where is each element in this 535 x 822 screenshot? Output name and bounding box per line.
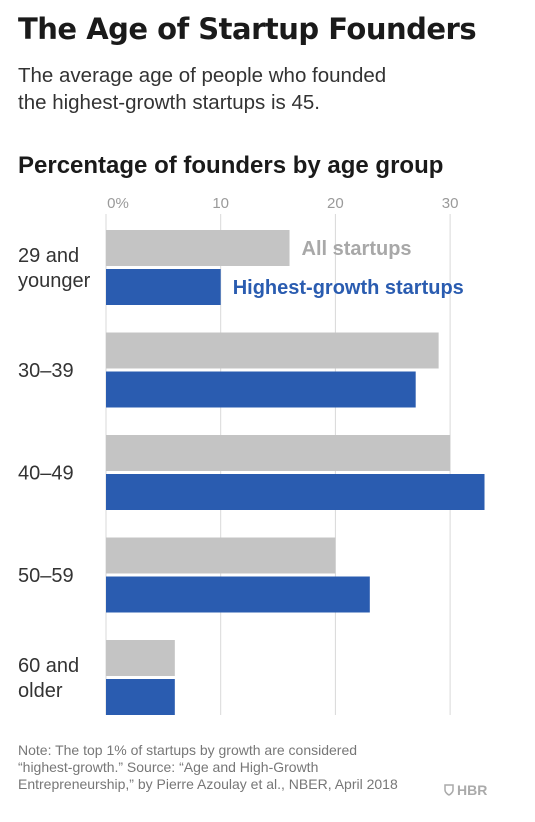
- category-label: 50–59: [18, 565, 74, 587]
- bar-all-startups: [106, 640, 175, 676]
- legend-highest-growth: Highest-growth startups: [233, 277, 464, 299]
- x-tick-label: 30: [442, 195, 459, 212]
- bar-all-startups: [106, 332, 439, 369]
- bar-chart: 0% 10 20 30 29 and younger 30–39 40–49 50–59 60 a…: [18, 195, 485, 715]
- category-label: 40–49: [18, 463, 74, 485]
- bar-highest-growth: [106, 679, 175, 715]
- category-label: older: [18, 680, 63, 702]
- category-label: 60 and: [18, 655, 79, 677]
- footnote-line-3: Entrepreneurship,” by Pierre Azoulay et …: [18, 776, 398, 792]
- x-tick-label: 10: [212, 195, 229, 212]
- hbr-logo: HBR: [444, 782, 487, 798]
- footnote-line-1: Note: The top 1% of startups by growth a…: [18, 742, 358, 758]
- bar-all-startups: [106, 435, 451, 471]
- bar-highest-growth: [106, 269, 221, 305]
- subtitle-line-1: The average age of people who founded: [18, 64, 387, 87]
- hbr-shield-icon: [444, 784, 454, 796]
- category-label: 29 and: [18, 245, 79, 267]
- subtitle-line-2: the highest-growth startups is 45.: [18, 91, 320, 114]
- page-subtitle: The average age of people who founded th…: [18, 62, 438, 116]
- footnote: Note: The top 1% of startups by growth a…: [18, 742, 438, 793]
- page-title: The Age of Startup Founders: [18, 12, 477, 46]
- x-tick-label: 20: [327, 195, 344, 212]
- hbr-logo-text: HBR: [457, 782, 488, 798]
- category-label: younger: [18, 270, 91, 292]
- bar-highest-growth: [106, 371, 416, 408]
- bar-highest-growth: [106, 576, 370, 613]
- footnote-line-2: “highest-growth.” Source: “Age and High-…: [18, 759, 319, 775]
- legend-all-startups: All startups: [302, 238, 412, 260]
- bar-highest-growth: [106, 474, 485, 510]
- category-label: 30–39: [18, 360, 74, 382]
- bar-all-startups: [106, 230, 290, 266]
- x-tick-label: 0%: [107, 195, 129, 212]
- bar-all-startups: [106, 537, 336, 574]
- chart-title: Percentage of founders by age group: [18, 152, 444, 179]
